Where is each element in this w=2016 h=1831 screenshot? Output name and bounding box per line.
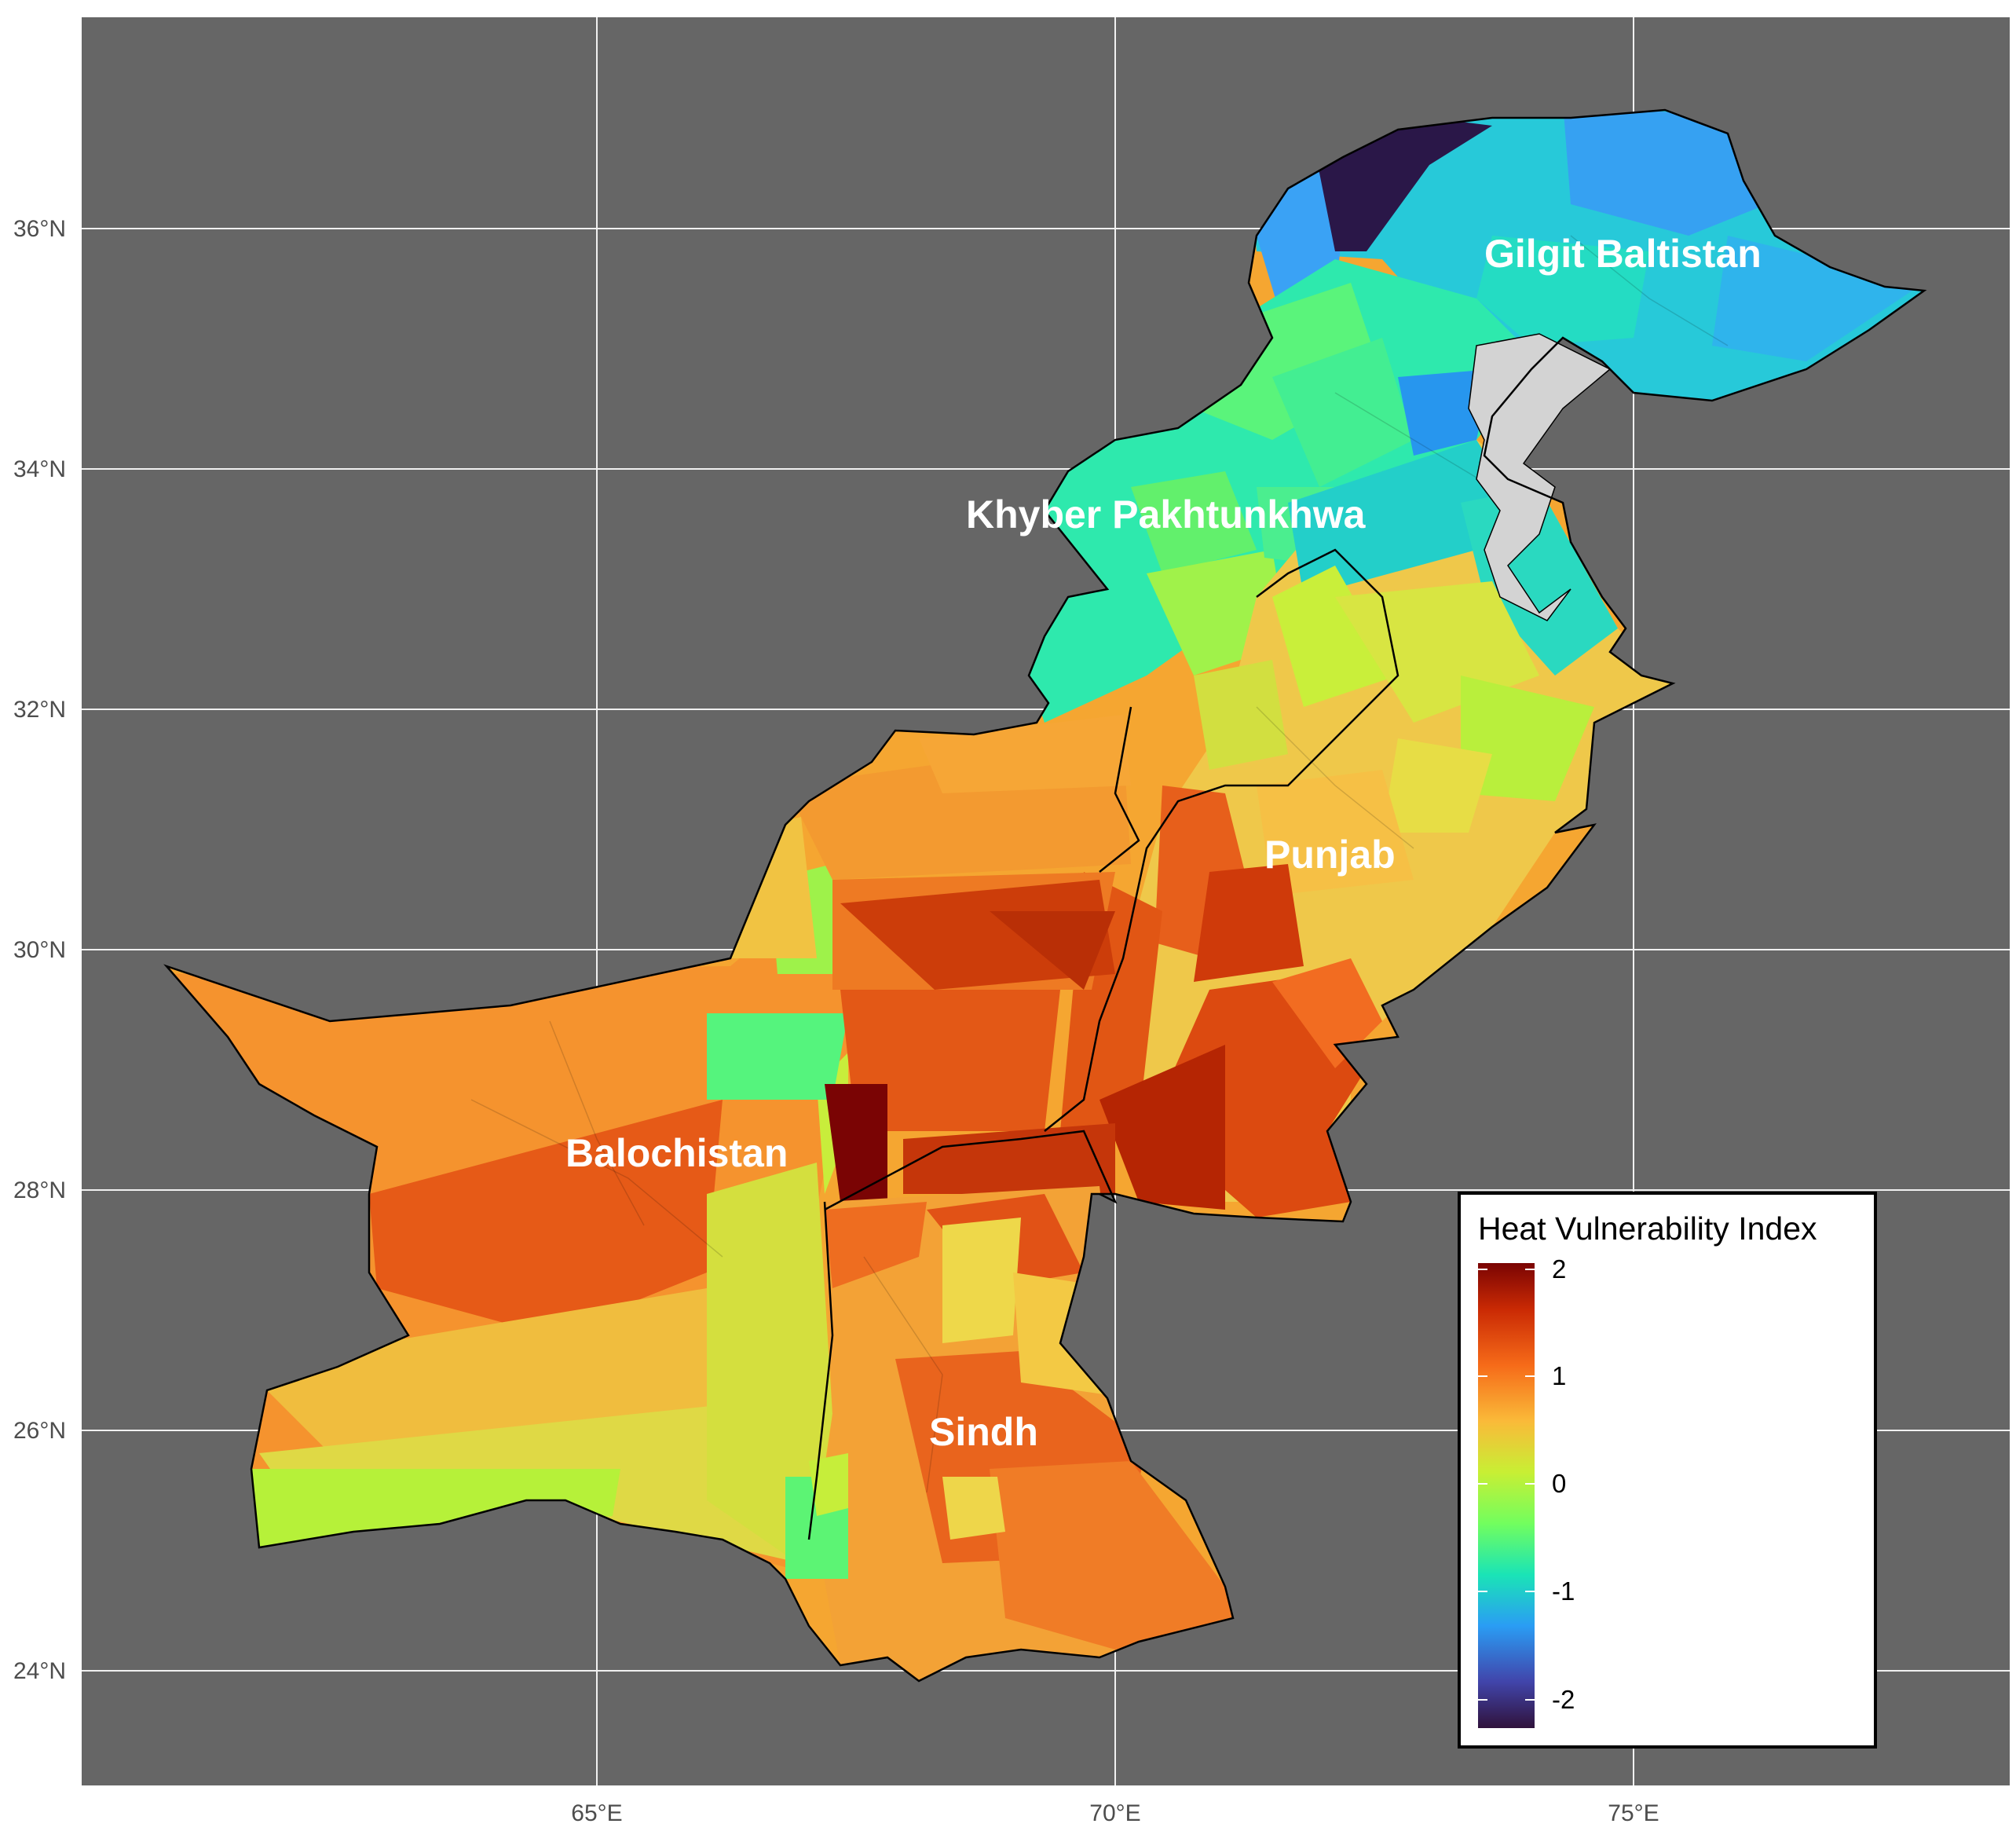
x-tick-label: 70°E xyxy=(1089,1800,1140,1826)
y-tick-label: 36°N xyxy=(13,216,66,242)
y-tick-label: 28°N xyxy=(13,1177,66,1203)
label-khyber-pakhtunkhwa: Khyber Pakhtunkhwa xyxy=(966,493,1367,536)
label-punjab: Punjab xyxy=(1264,833,1396,877)
y-tick-label: 32°N xyxy=(13,697,66,723)
legend-tick-label: -2 xyxy=(1552,1685,1575,1714)
y-tick-label: 34°N xyxy=(13,456,66,482)
y-tick-label: 26°N xyxy=(13,1418,66,1444)
region-punjab xyxy=(1060,440,1673,1218)
label-gilgit-baltistan: Gilgit Baltistan xyxy=(1484,232,1762,276)
region-balochistan xyxy=(166,715,1131,1571)
label-balochistan: Balochistan xyxy=(565,1131,788,1175)
legend: Heat Vulnerability Index 2 1 0 -1 -2 xyxy=(1458,1192,1877,1749)
y-axis: 36°N 34°N 32°N 30°N 28°N 26°N 24°N xyxy=(13,216,66,1684)
legend-tick-label: 2 xyxy=(1552,1254,1566,1284)
label-sindh: Sindh xyxy=(929,1410,1038,1454)
legend-tick-label: 1 xyxy=(1552,1361,1566,1390)
legend-title: Heat Vulnerability Index xyxy=(1478,1210,1817,1247)
legend-tick-label: 0 xyxy=(1552,1469,1566,1498)
legend-ticks: 2 1 0 -1 -2 xyxy=(1478,1254,1575,1714)
legend-tick-label: -1 xyxy=(1552,1576,1575,1606)
legend-colorbar xyxy=(1478,1263,1535,1728)
unmapped-region xyxy=(1468,333,1612,621)
country-outline xyxy=(163,108,1927,1683)
province-boundaries xyxy=(807,548,1399,1540)
y-tick-label: 24°N xyxy=(13,1658,66,1684)
x-tick-label: 75°E xyxy=(1608,1800,1659,1826)
region-sindh xyxy=(785,1186,1233,1681)
x-axis: 65°E 70°E 75°E xyxy=(571,1800,1659,1826)
x-tick-label: 65°E xyxy=(571,1800,622,1826)
y-tick-label: 30°N xyxy=(13,937,66,963)
